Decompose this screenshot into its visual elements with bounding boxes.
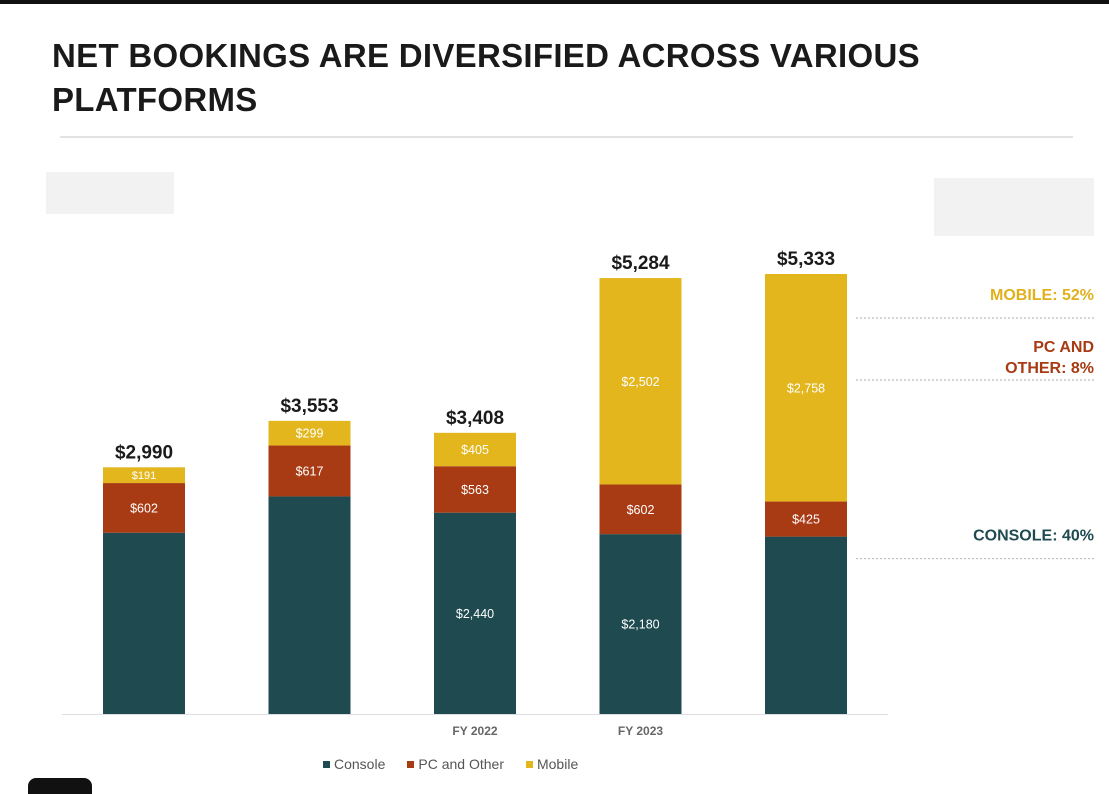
bar-value-label-mobile: $299 bbox=[296, 427, 324, 441]
legend-swatch bbox=[323, 760, 330, 768]
legend-swatch bbox=[407, 760, 415, 768]
bar-segment-console bbox=[765, 536, 847, 714]
bar-segment-console bbox=[599, 534, 682, 714]
legend-label: PC and Other bbox=[418, 756, 504, 772]
bar-total-label: $3,553 bbox=[280, 396, 338, 417]
bar-total-label: $5,333 bbox=[777, 249, 835, 270]
bar-segment-pc-and-other bbox=[103, 483, 185, 533]
bar-segment-mobile bbox=[765, 274, 847, 502]
bar-value-label-pc-and-other: $602 bbox=[130, 501, 158, 515]
legend-swatch bbox=[525, 760, 533, 768]
bar-segment-pc-and-other bbox=[599, 484, 682, 535]
bar-segment-mobile bbox=[268, 420, 351, 446]
bar-segment-pc-and-other bbox=[434, 466, 516, 513]
bar-total-label: $5,284 bbox=[611, 253, 670, 274]
bar-value-label-pc-and-other: $425 bbox=[792, 513, 820, 527]
bar-segment-mobile bbox=[599, 278, 682, 485]
bar-segment-pc-and-other bbox=[765, 501, 847, 537]
faded-logo-left bbox=[46, 172, 174, 214]
bar-total-label: $3,408 bbox=[446, 408, 504, 429]
bar-value-label-console: $2,180 bbox=[621, 618, 659, 632]
corner-logo bbox=[28, 778, 92, 794]
annotation-label: MOBILE: 52% bbox=[990, 287, 1094, 304]
bar-value-label-mobile: $191 bbox=[132, 470, 156, 482]
top-border bbox=[0, 0, 1109, 4]
legend-label: Mobile bbox=[536, 756, 579, 772]
bar-segment-mobile bbox=[434, 432, 516, 467]
bar-segment-pc-and-other bbox=[268, 445, 351, 497]
faded-logo-right bbox=[934, 178, 1094, 236]
bar-value-label-mobile: $2,758 bbox=[787, 381, 825, 395]
x-tick-label: FY 2023 bbox=[618, 724, 663, 738]
chart-legend: Console PC and Other Mobile bbox=[323, 756, 578, 772]
legend-item: Console bbox=[323, 756, 385, 772]
bar-value-label-pc-and-other: $617 bbox=[296, 464, 324, 478]
bar-value-label-pc-and-other: $602 bbox=[627, 503, 655, 517]
bar-value-label-mobile: $2,502 bbox=[621, 375, 659, 389]
slide-title: NET BOOKINGS ARE DIVERSIFIED ACROSS VARI… bbox=[52, 37, 920, 118]
annotation-label: PC AND OTHER: 8% bbox=[1005, 339, 1094, 377]
bar-segment-console bbox=[103, 532, 185, 714]
title-divider bbox=[60, 136, 1073, 138]
bar-value-label-mobile: $405 bbox=[461, 443, 489, 457]
legend-label: Console bbox=[334, 756, 386, 772]
bar-value-label-console: $2,440 bbox=[456, 607, 494, 621]
bar-segment-console bbox=[434, 512, 516, 714]
legend-item: Mobile bbox=[525, 756, 579, 772]
bar-segment-mobile bbox=[103, 467, 185, 484]
annotation-label: CONSOLE: 40% bbox=[973, 528, 1094, 545]
legend-item: PC and Other bbox=[407, 756, 504, 772]
bar-value-label-pc-and-other: $563 bbox=[461, 483, 489, 497]
x-tick-label: FY 2022 bbox=[452, 724, 497, 738]
bar-total-label: $2,990 bbox=[115, 442, 173, 463]
bar-segment-console bbox=[268, 496, 351, 714]
